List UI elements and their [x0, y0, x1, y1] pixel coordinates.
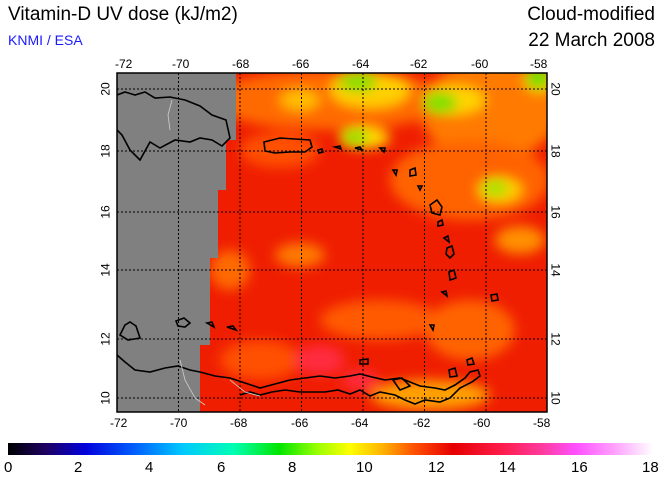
colorbar-tick: 14 — [499, 459, 516, 476]
lon-tick-bottom: -64 — [351, 416, 369, 430]
lon-tick-bottom: -62 — [413, 416, 431, 430]
lon-tick-top: -68 — [232, 57, 250, 71]
lon-tick-top: -60 — [471, 57, 489, 71]
lat-tick-left: 20 — [98, 82, 113, 96]
uv-dose-field — [117, 73, 547, 412]
lon-tick-bottom: -66 — [291, 416, 309, 430]
map-title: Vitamin-D UV dose (kJ/m2) — [8, 4, 238, 25]
lon-tick-top: -72 — [115, 57, 133, 71]
date-label: 22 March 2008 — [528, 30, 655, 51]
lat-tick-right: 16 — [548, 205, 563, 219]
lat-tick-right: 20 — [548, 82, 563, 96]
lat-tick-right: 12 — [548, 332, 563, 346]
coastlines — [117, 91, 499, 405]
map-frame — [116, 72, 548, 413]
lat-tick-left: 14 — [98, 263, 113, 277]
lat-tick-left: 12 — [98, 332, 113, 346]
colorbar-tick: 0 — [4, 459, 13, 476]
lat-tick-right: 14 — [548, 263, 563, 277]
lon-tick-bottom: -60 — [473, 416, 491, 430]
lon-tick-bottom: -58 — [533, 416, 551, 430]
lat-tick-left: 16 — [98, 205, 113, 219]
lat-tick-left: 18 — [98, 144, 113, 158]
colorbar-tick: 2 — [74, 459, 83, 476]
colorbar-tick: 18 — [642, 459, 659, 476]
lon-tick-top: -64 — [352, 57, 370, 71]
lon-tick-bottom: -68 — [230, 416, 248, 430]
lat-tick-right: 18 — [548, 144, 563, 158]
graticule — [117, 73, 547, 412]
lon-tick-top: -66 — [292, 57, 310, 71]
colorbar-tick: 12 — [428, 459, 445, 476]
colorbar-tick: 16 — [571, 459, 588, 476]
lon-tick-top: -62 — [410, 57, 428, 71]
lat-tick-right: 10 — [548, 391, 563, 405]
colorbar-tick: 10 — [356, 459, 373, 476]
colorbar — [8, 443, 653, 455]
lon-tick-bottom: -70 — [170, 416, 188, 430]
colorbar-tick: 6 — [217, 459, 226, 476]
colorbar-tick: 4 — [145, 459, 154, 476]
mode-label: Cloud-modified — [527, 4, 655, 25]
borders — [167, 99, 261, 406]
lon-tick-top: -70 — [172, 57, 190, 71]
lon-tick-bottom: -72 — [110, 416, 128, 430]
lon-tick-top: -58 — [530, 57, 548, 71]
lat-tick-left: 10 — [98, 391, 113, 405]
colorbar-tick: 8 — [288, 459, 297, 476]
credit-label: KNMI / ESA — [8, 32, 83, 48]
